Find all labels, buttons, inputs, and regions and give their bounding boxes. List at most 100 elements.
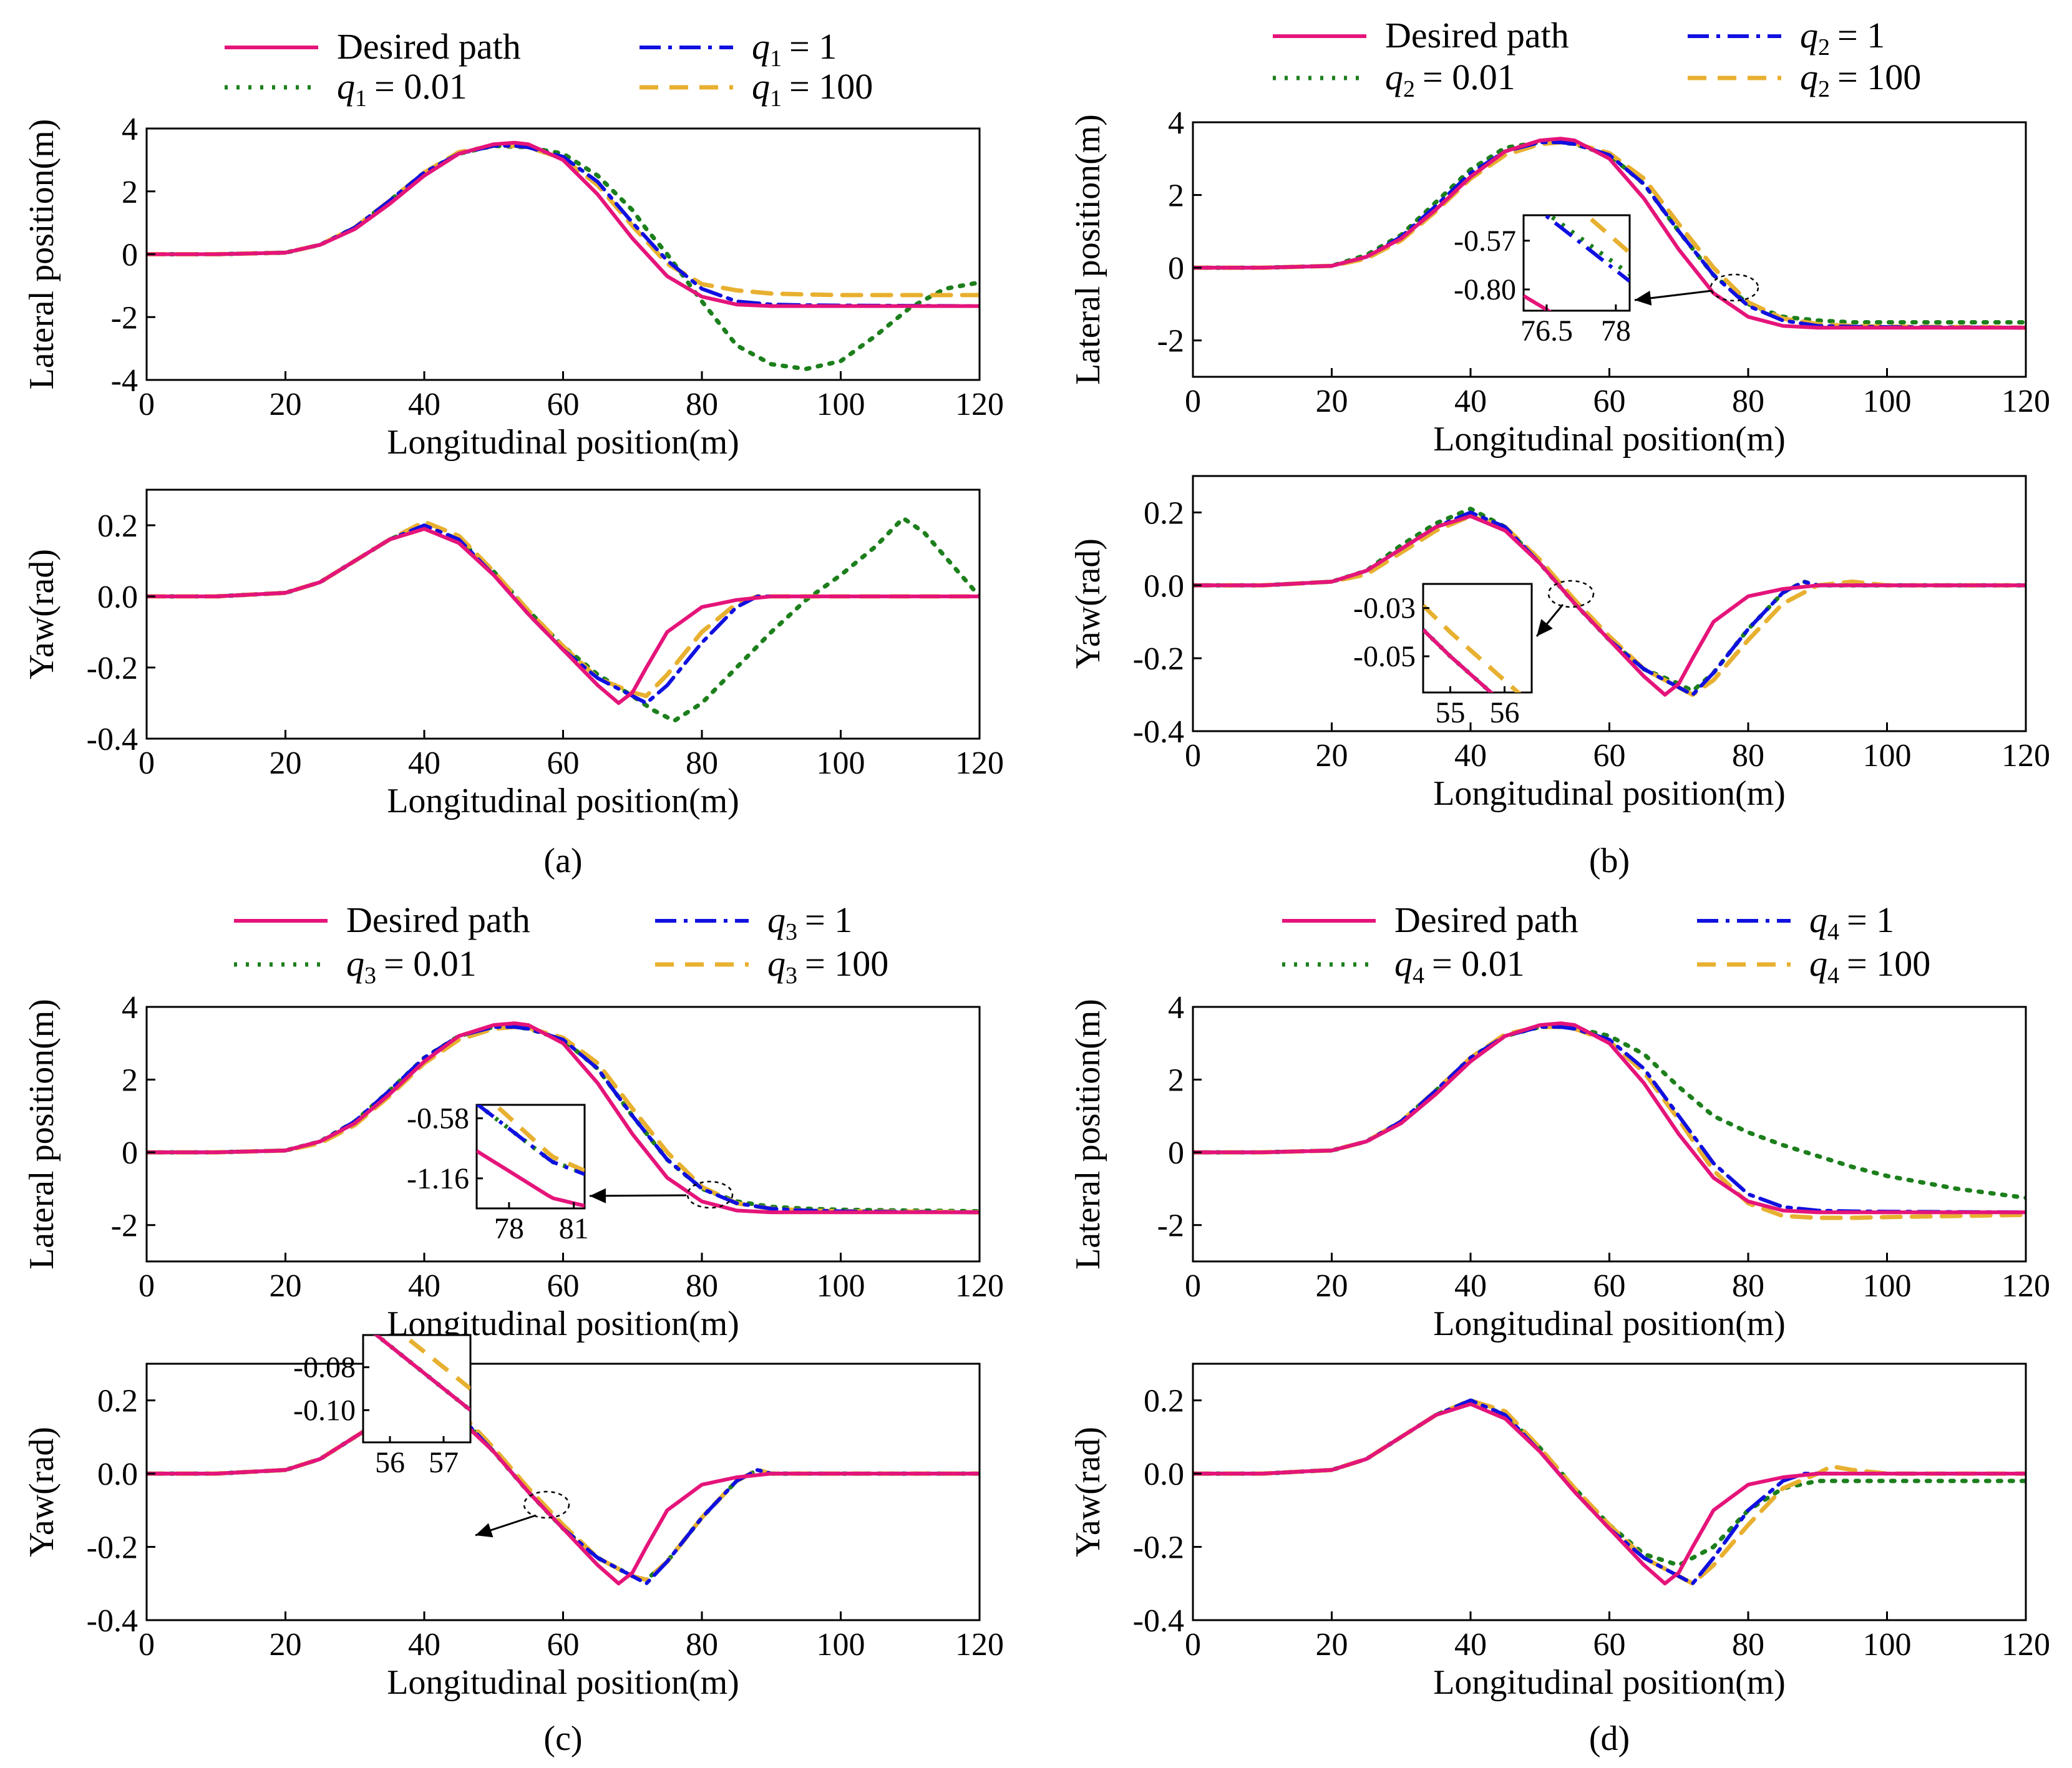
- series-line-q_1: [147, 523, 980, 705]
- plot-frame: [145, 1362, 981, 1621]
- x-tick-label: 40: [1454, 738, 1487, 774]
- legend-item-q_1: q3 = 1: [655, 900, 852, 945]
- x-tick-label: 120: [2001, 1627, 2050, 1663]
- y-tick-label: 0: [122, 1135, 138, 1171]
- plot-frame: [1192, 475, 2027, 732]
- series-line-desired: [1193, 1021, 2026, 1215]
- x-tick-label: 100: [1863, 1627, 1912, 1663]
- inset-series: [477, 1105, 585, 1208]
- legend-label: Desired path: [346, 900, 530, 940]
- yaw-axes: 0 20 40 60 80 100 120 -0.4 -0.2 0.0 0.2 Longitudina…: [1069, 1362, 2050, 1702]
- x-tick-label: 100: [1863, 738, 1912, 774]
- x-axis-label: Longitudinal position(m): [387, 423, 739, 462]
- y-tick-label: -0.4: [87, 722, 138, 757]
- series-line-q_100: [1193, 1398, 2026, 1586]
- series-line-q_0_01: [1193, 507, 2026, 694]
- inset-frame: [1422, 583, 1533, 694]
- y-tick-label: -0.2: [87, 651, 138, 686]
- inset-frame: [475, 1104, 586, 1210]
- legend-item-desired: Desired path: [225, 26, 521, 67]
- y-tick-label: -0.2: [87, 1530, 138, 1566]
- inset-series: [1524, 215, 1630, 311]
- x-tick-label: 20: [1316, 384, 1348, 419]
- y-tick-label: 0.2: [1144, 495, 1184, 531]
- y-tick-label: 4: [1168, 105, 1184, 141]
- panel-caption: (a): [543, 842, 582, 880]
- y-tick-label: -2: [111, 1208, 138, 1244]
- inset-y-tick-label: -0.03: [1353, 592, 1416, 625]
- legend: Desired path q3 = 1q3 = 0.01 q3 = 100: [234, 900, 888, 989]
- series-line-desired: [147, 527, 980, 705]
- y-tick-label: 0: [122, 238, 138, 273]
- x-tick-label: 120: [955, 387, 1004, 422]
- y-axis-label: Lateral position(m): [1069, 114, 1107, 385]
- x-tick-label: 60: [1593, 384, 1626, 419]
- y-axis-label: Yaw(rad): [22, 1427, 61, 1557]
- legend-item-q_1: q2 = 1: [1688, 15, 1885, 61]
- y-tick-label: -0.4: [1133, 1603, 1184, 1639]
- panel-d: Desired path q4 = 1q4 = 0.01 q4 = 100(d)0 20 40…: [1069, 900, 2050, 1758]
- panel-caption: (c): [543, 1719, 582, 1758]
- x-tick-label: 0: [1185, 1268, 1201, 1304]
- y-tick-label: 0: [1168, 1135, 1184, 1171]
- legend-value: = 0.01: [384, 943, 477, 984]
- legend-label: q3 = 0.01: [346, 943, 477, 989]
- series-group: [1193, 137, 2026, 330]
- plot-frame: [1192, 1362, 2027, 1621]
- legend-subscript: 1: [355, 85, 367, 112]
- inset-y-tick-label: -0.80: [1454, 273, 1516, 306]
- y-tick-label: 4: [122, 112, 138, 147]
- inset-line-q_100: [492, 1105, 585, 1173]
- x-tick-label: 60: [547, 1268, 580, 1304]
- x-axis-label: Longitudinal position(m): [1433, 1304, 1786, 1343]
- legend-var: q: [1809, 900, 1827, 940]
- series-line-q_0_01: [147, 516, 980, 723]
- inset-y-tick-label: -0.57: [1454, 225, 1516, 258]
- y-tick-label: 0.0: [97, 580, 138, 615]
- x-axis-label: Longitudinal position(m): [1433, 774, 1786, 813]
- legend-var: q: [346, 943, 364, 984]
- legend-label: q1 = 0.01: [337, 66, 467, 112]
- legend-value: = 0.01: [374, 66, 467, 107]
- series-line-desired: [147, 140, 980, 308]
- y-tick-label: 2: [1168, 178, 1184, 214]
- legend-label: q1 = 100: [752, 66, 873, 112]
- x-tick-label: 80: [1732, 738, 1764, 774]
- y-axis-label: Lateral position(m): [22, 119, 61, 390]
- legend-subscript: 1: [770, 46, 782, 72]
- x-tick-label: 80: [1732, 384, 1764, 419]
- legend-value: = 1: [805, 900, 852, 940]
- inset-x-tick-label: 78: [494, 1212, 524, 1245]
- inset-x-tick-label: 81: [559, 1212, 589, 1245]
- legend-var: q: [767, 943, 786, 984]
- y-tick-label: 2: [122, 1063, 138, 1099]
- series-line-q_1: [147, 143, 980, 308]
- series-line-q_100: [1193, 513, 2026, 697]
- y-tick-label: -2: [1157, 324, 1184, 359]
- series-line-q_100: [147, 519, 980, 699]
- legend-subscript: 3: [786, 919, 797, 945]
- legend-var: q: [767, 900, 786, 940]
- y-tick-label: 2: [122, 175, 138, 210]
- inset-line-q_100: [399, 1335, 470, 1391]
- legend-var: q: [337, 66, 355, 107]
- inset-y-tick-label: -1.16: [407, 1162, 469, 1195]
- x-tick-label: 120: [2001, 1268, 2050, 1304]
- x-tick-label: 20: [270, 1268, 302, 1304]
- x-tick-label: 20: [1316, 1268, 1348, 1304]
- series-line-q_0_01: [1193, 1024, 2026, 1200]
- inset-line-desired: [1524, 294, 1552, 311]
- series-group: [147, 516, 980, 723]
- x-tick-label: 0: [139, 1268, 155, 1304]
- series-line-q_0_01: [1193, 1398, 2026, 1568]
- x-tick-label: 20: [1316, 1627, 1348, 1663]
- legend-var: q: [1385, 57, 1403, 97]
- y-tick-label: 2: [1168, 1063, 1184, 1099]
- legend-label: q4 = 1: [1809, 900, 1894, 945]
- legend: Desired path q4 = 1q4 = 0.01 q4 = 100: [1282, 900, 1930, 989]
- series-group: [147, 1398, 980, 1586]
- y-tick-label: -2: [111, 300, 138, 336]
- x-tick-label: 40: [1454, 1268, 1487, 1304]
